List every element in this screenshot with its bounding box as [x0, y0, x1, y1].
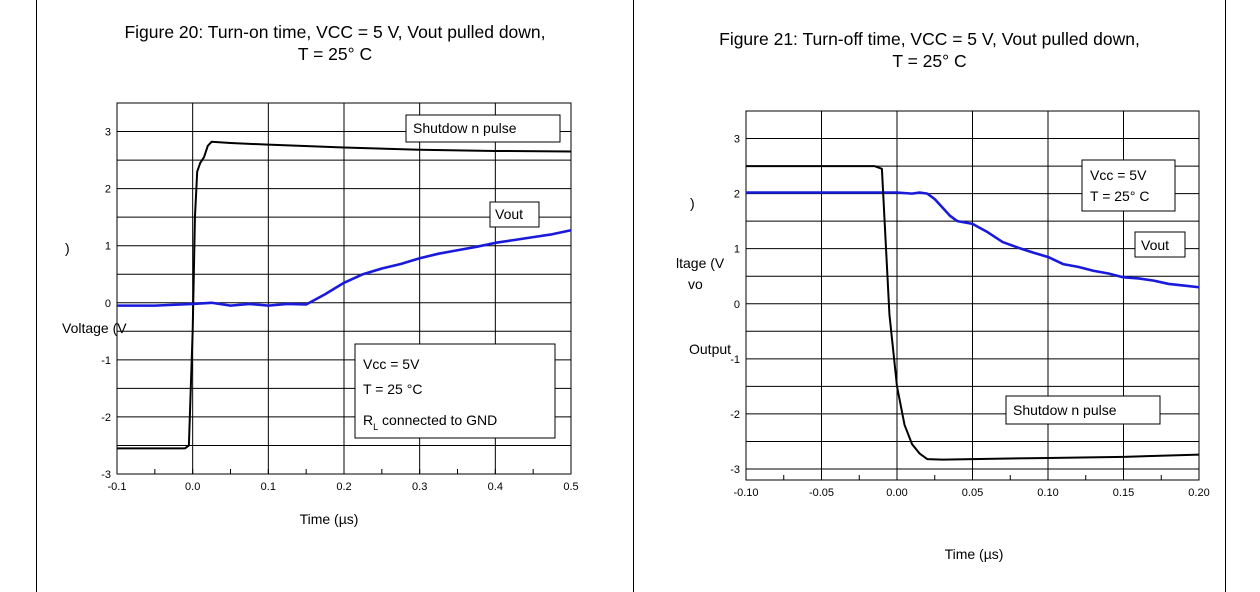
- figure-20-vout-label: Vout: [489, 201, 540, 228]
- figure-21-title-line2: T = 25° C: [892, 51, 967, 71]
- shutdown-pulse-text: Shutdow n pulse: [1013, 402, 1117, 418]
- shutdown-pulse-text: Shutdow n pulse: [413, 120, 517, 136]
- x-tick-label: 0.05: [962, 487, 983, 499]
- x-tick-label: 0.20: [1188, 487, 1209, 499]
- figure-21-title: Figure 21: Turn-off time, VCC = 5 V, Vou…: [634, 28, 1225, 72]
- y-tick-label: 0: [734, 299, 740, 311]
- y-tick-label: -2: [730, 409, 740, 421]
- y-tick-label: 3: [105, 127, 111, 139]
- figure-20-plot: -0.1 0.0 0.1 0.2 0.3 0.4 0.5 3 2 1 0 -1 …: [62, 102, 579, 527]
- series-line-shutdown-pulse: [746, 165, 1200, 461]
- figure-20-conditions-box: Vcc = 5V T = 25 °C RL connected to GND: [354, 343, 556, 439]
- figure-20-plot-frame: [116, 102, 572, 475]
- y-tick-label: 2: [734, 189, 740, 201]
- figure-21-y-axis-fragment: vo: [688, 276, 703, 292]
- x-tick-label: -0.10: [733, 487, 758, 499]
- x-tick-label: 0.3: [412, 481, 427, 493]
- figure-21-plot: -0.10 -0.05 0.00 0.05 0.10 0.15 0.20 3 2…: [676, 110, 1210, 562]
- figure-20-series: [117, 140, 572, 450]
- figure-21-series: [746, 165, 1200, 461]
- rl-rest: connected to GND: [378, 412, 497, 428]
- y-tick-label: -1: [730, 354, 740, 366]
- figure-21-conditions-box: Vcc = 5V T = 25° C: [1081, 159, 1176, 212]
- figure-20-title-line1: Figure 20: Turn-on time, VCC = 5 V, Vout…: [124, 22, 546, 42]
- y-tick-label: -3: [730, 464, 740, 476]
- figure-21-panel: Figure 21: Turn-off time, VCC = 5 V, Vou…: [634, 0, 1226, 592]
- figure-21-y-axis-fragment: Output: [689, 341, 731, 357]
- y-tick-label: -2: [101, 412, 111, 424]
- x-tick-label: 0.0: [185, 481, 200, 493]
- x-tick-label: 0.2: [336, 481, 351, 493]
- vout-text: Vout: [1141, 237, 1169, 253]
- rl-subscript: L: [373, 422, 378, 432]
- figure-20-title: Figure 20: Turn-on time, VCC = 5 V, Vout…: [37, 21, 633, 65]
- figure-21-x-tick-labels: -0.10 -0.05 0.00 0.05 0.10 0.15 0.20: [733, 487, 1209, 499]
- y-tick-label: -3: [101, 469, 111, 481]
- rl-r: R: [363, 412, 373, 428]
- x-tick-label: 0.5: [563, 481, 578, 493]
- y-tick-label: 0: [105, 298, 111, 310]
- series-line-shutdown-pulse: [117, 140, 572, 450]
- figure-21-shutdown-pulse-label: Shutdow n pulse: [1005, 395, 1161, 425]
- conditions-rl: RL connected to GND: [363, 412, 497, 432]
- figure-21-vout-label: Vout: [1134, 231, 1186, 258]
- figure-20-x-axis-title: Time (µs): [300, 511, 359, 527]
- x-tick-label: 0.1: [261, 481, 276, 493]
- x-tick-label: 0.00: [886, 487, 907, 499]
- series-line-vout: [746, 191, 1200, 289]
- figure-20-y-tick-labels: 3 2 1 0 -1 -2 -3: [101, 127, 111, 481]
- conditions-temp: T = 25 °C: [363, 381, 422, 397]
- x-tick-label: 0.15: [1113, 487, 1134, 499]
- x-tick-label: 0.10: [1037, 487, 1058, 499]
- vout-text: Vout: [495, 206, 523, 222]
- figure-20-panel: Figure 20: Turn-on time, VCC = 5 V, Vout…: [36, 0, 634, 592]
- x-tick-label: -0.05: [809, 487, 834, 499]
- figure-20-y-axis-fragment: ): [65, 240, 70, 256]
- x-tick-label: 0.4: [488, 481, 503, 493]
- figure-21-x-axis-title: Time (µs): [945, 546, 1004, 562]
- x-tick-label: -0.1: [108, 481, 127, 493]
- figure-21-y-axis-fragment: ): [690, 195, 695, 211]
- figure-21-y-axis-fragment: ltage (V: [676, 255, 725, 271]
- figure-20-x-tick-labels: -0.1 0.0 0.1 0.2 0.3 0.4 0.5: [108, 481, 579, 493]
- y-tick-label: 2: [105, 184, 111, 196]
- figure-21-ticks: [745, 475, 1200, 480]
- conditions-vcc: Vcc = 5V: [1090, 167, 1147, 183]
- conditions-vcc: Vcc = 5V: [363, 356, 420, 372]
- figure-21-title-line1: Figure 21: Turn-off time, VCC = 5 V, Vou…: [719, 29, 1140, 49]
- y-tick-label: 3: [734, 134, 740, 146]
- y-tick-label: 1: [105, 241, 111, 253]
- y-tick-label: -1: [101, 355, 111, 367]
- conditions-temp: T = 25° C: [1090, 188, 1149, 204]
- figure-21-plot-frame: [745, 110, 1200, 481]
- figure-20-ticks: [116, 469, 572, 474]
- figure-21-y-tick-labels: 3 2 1 0 -1 -2 -3: [730, 134, 740, 476]
- figure-20-y-axis-title: Voltage (V: [62, 320, 127, 336]
- series-line-vout: [117, 229, 572, 307]
- figure-20-shutdown-pulse-label: Shutdow n pulse: [405, 114, 561, 143]
- y-tick-label: 1: [734, 244, 740, 256]
- figure-20-title-line2: T = 25° C: [297, 44, 373, 64]
